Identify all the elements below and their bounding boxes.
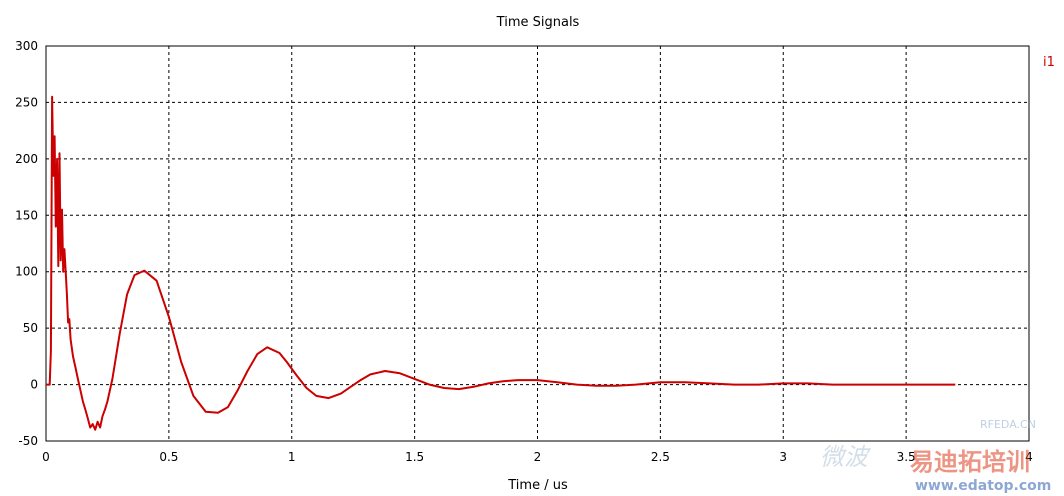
- watermark: 微波 RFEDA.CN 易迪拓培训 www.edatop.com: [820, 418, 1051, 494]
- x-tick-label: 3.5: [897, 450, 916, 464]
- legend-entry-i1: i1: [1043, 55, 1055, 70]
- y-tick-label: 300: [15, 39, 38, 53]
- x-tick-label: 3: [779, 450, 787, 464]
- x-tick-label: 2: [534, 450, 542, 464]
- y-tick-label: 100: [15, 265, 38, 279]
- series-line-i1: [46, 95, 956, 431]
- series-layer: [46, 95, 956, 431]
- y-tick-label: 50: [23, 321, 38, 335]
- x-tick-label: 0: [42, 450, 50, 464]
- x-tick-label: 1.5: [405, 450, 424, 464]
- y-tick-label: 0: [30, 378, 38, 392]
- x-tick-label: 1: [288, 450, 296, 464]
- plot-frame: [45, 45, 1030, 442]
- y-tick-label: -50: [18, 434, 38, 448]
- x-tick-label: 2.5: [651, 450, 670, 464]
- y-ticks: -50 0 50 100 150 200 250 300: [15, 39, 38, 448]
- x-ticks: 0 0.5 1 1.5 2 2.5 3 3.5 4: [42, 450, 1033, 464]
- grid: [46, 46, 1029, 441]
- y-tick-label: 200: [15, 152, 38, 166]
- watermark-handwriting: 微波: [820, 443, 872, 471]
- chart-title: Time Signals: [496, 15, 580, 30]
- x-tick-label: 0.5: [159, 450, 178, 464]
- x-tick-label: 4: [1025, 450, 1033, 464]
- x-axis-label: Time / us: [507, 478, 568, 493]
- watermark-brand: 易迪拓培训: [910, 448, 1030, 476]
- watermark-site-code: RFEDA.CN: [980, 418, 1036, 431]
- watermark-url: www.edatop.com: [915, 478, 1051, 494]
- y-tick-label: 150: [15, 208, 38, 222]
- y-tick-label: 250: [15, 95, 38, 109]
